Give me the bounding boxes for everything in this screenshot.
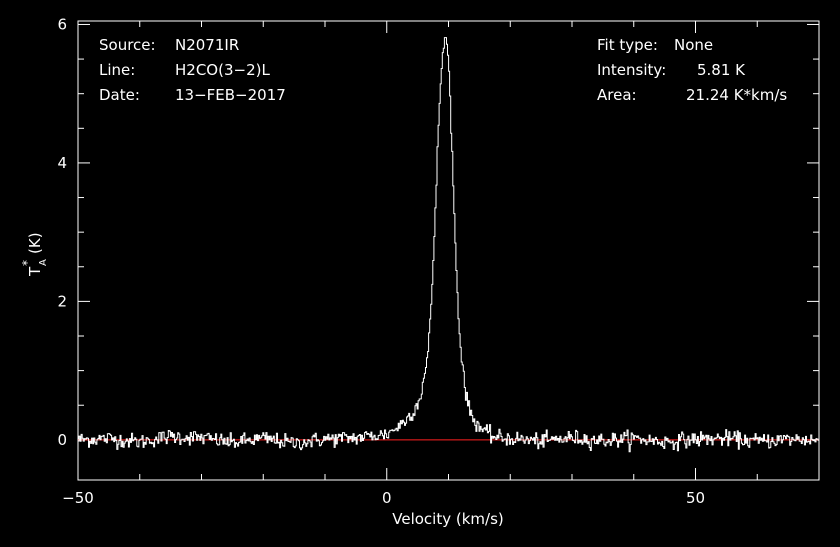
y-axis-title-unit: (K)	[26, 232, 44, 254]
x-tick-label: 50	[686, 489, 705, 507]
x-tick-label: −50	[62, 489, 94, 507]
fit-type-label: Fit type:	[597, 36, 658, 54]
line-label: Line:	[99, 61, 135, 79]
line-value: H2CO(3−2)L	[175, 61, 270, 79]
y-tick-label: 0	[57, 431, 67, 449]
intensity-value: 5.81 K	[697, 61, 746, 79]
y-tick-label: 2	[57, 292, 67, 310]
y-axis-title-sup: *	[20, 260, 34, 266]
date-label: Date:	[99, 86, 140, 104]
area-label: Area:	[597, 86, 637, 104]
source-value: N2071IR	[175, 36, 239, 54]
date-value: 13−FEB−2017	[175, 86, 286, 104]
intensity-label: Intensity:	[597, 61, 666, 79]
y-tick-label: 4	[57, 154, 67, 172]
y-axis-title-sub: A	[38, 259, 49, 266]
x-axis-title: Velocity (km/s)	[392, 510, 503, 528]
x-tick-label: 0	[382, 489, 392, 507]
y-axis-title-main: T	[26, 266, 44, 277]
source-label: Source:	[99, 36, 156, 54]
spectrum-line	[78, 37, 820, 453]
area-value: 21.24 K*km/s	[686, 86, 787, 104]
fit-type-value: None	[674, 36, 713, 54]
tick-labels: −50 0 50 0 2 4 6	[57, 15, 705, 507]
y-axis-title: T A * (K)	[20, 232, 49, 277]
y-tick-label: 6	[57, 15, 67, 33]
